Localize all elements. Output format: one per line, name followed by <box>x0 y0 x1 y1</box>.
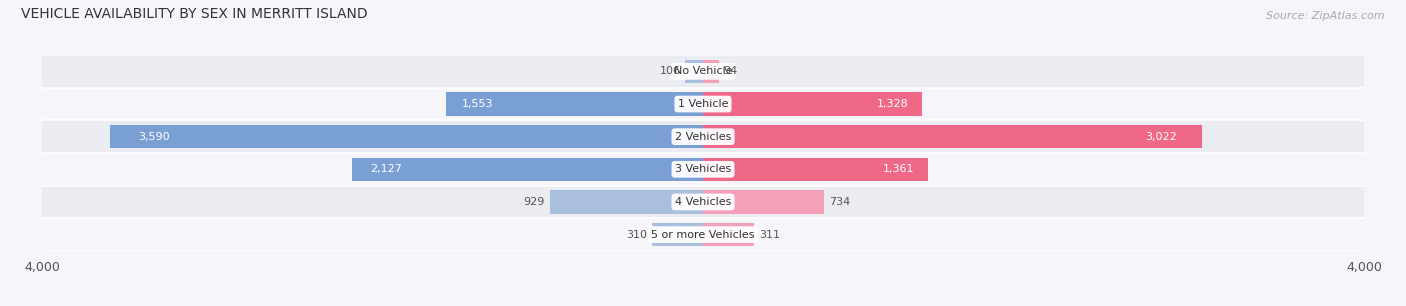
Bar <box>703 92 922 116</box>
Bar <box>703 190 824 214</box>
Bar <box>703 125 1202 148</box>
Text: 311: 311 <box>759 230 780 240</box>
Bar <box>550 190 703 214</box>
Text: Source: ZipAtlas.com: Source: ZipAtlas.com <box>1267 11 1385 21</box>
Bar <box>447 92 703 116</box>
Bar <box>42 186 1364 218</box>
Text: 1,361: 1,361 <box>883 164 914 174</box>
Bar <box>42 120 1364 153</box>
Text: 3 Vehicles: 3 Vehicles <box>675 164 731 174</box>
Text: 3,022: 3,022 <box>1146 132 1177 142</box>
Text: 2 Vehicles: 2 Vehicles <box>675 132 731 142</box>
Text: 1,328: 1,328 <box>877 99 908 109</box>
Bar <box>110 125 703 148</box>
Bar <box>703 60 718 83</box>
Text: 929: 929 <box>523 197 544 207</box>
Text: 310: 310 <box>626 230 647 240</box>
Text: 5 or more Vehicles: 5 or more Vehicles <box>651 230 755 240</box>
Bar <box>42 88 1364 120</box>
Text: VEHICLE AVAILABILITY BY SEX IN MERRITT ISLAND: VEHICLE AVAILABILITY BY SEX IN MERRITT I… <box>21 7 368 21</box>
Bar <box>42 55 1364 88</box>
Text: 4 Vehicles: 4 Vehicles <box>675 197 731 207</box>
Bar <box>42 153 1364 186</box>
Bar <box>352 158 703 181</box>
Text: 94: 94 <box>724 66 738 76</box>
Bar <box>42 218 1364 251</box>
Text: 1 Vehicle: 1 Vehicle <box>678 99 728 109</box>
Text: 2,127: 2,127 <box>371 164 402 174</box>
Text: 3,590: 3,590 <box>139 132 170 142</box>
Bar <box>703 158 928 181</box>
Text: 1,553: 1,553 <box>461 99 494 109</box>
Text: No Vehicle: No Vehicle <box>673 66 733 76</box>
Bar <box>652 223 703 246</box>
Bar <box>703 223 755 246</box>
Bar <box>686 60 703 83</box>
Text: 734: 734 <box>830 197 851 207</box>
Text: 106: 106 <box>659 66 681 76</box>
